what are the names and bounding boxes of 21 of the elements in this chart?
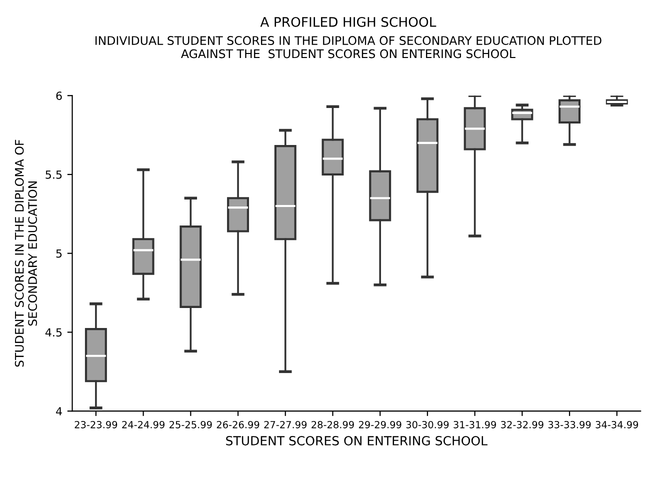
y-tick-label: 5.5 — [46, 170, 62, 179]
x-tick-label: 27-27.99 — [264, 420, 307, 428]
y-tick-label: 4.5 — [45, 328, 62, 337]
chart-title: A PROFILED HIGH SCHOOL — [260, 16, 436, 27]
x-tick-label: 26-26.99 — [216, 420, 260, 428]
x-tick-label: 32-32.99 — [501, 420, 544, 428]
y-tick-label: 5 — [56, 249, 62, 258]
x-axis-title: STUDENT SCORES ON ENTERING SCHOOL — [226, 436, 488, 446]
x-tick-label: 31-31.99 — [454, 420, 496, 428]
x-tick-label: 24-24.99 — [122, 420, 164, 428]
chart-subtitle: INDIVIDUAL STUDENT SCORES IN THE DIPLOMA OF SECONDARY EDUCATION PLOTTED AGAINST THE STUDENT SCORES ON ENTERING SCHOOL — [95, 36, 602, 58]
x-tick-label: 30-30.99 — [406, 420, 449, 428]
y-tick-label: 4 — [56, 407, 62, 416]
y-axis-title: STUDENT SCORES IN THE DIPLOMA OF SECONDARY EDUCATION — [14, 140, 38, 367]
x-tick-label: 34-34.99 — [596, 420, 638, 428]
y-tick-label: 6 — [56, 92, 62, 100]
x-tick-label: 29-29.99 — [358, 420, 402, 428]
x-tick-label: 28-28.99 — [312, 420, 354, 428]
x-tick-label: 23-23.99 — [74, 420, 118, 428]
x-tick-label: 25-25.99 — [170, 420, 212, 428]
x-tick-label: 33-33.99 — [548, 420, 591, 428]
